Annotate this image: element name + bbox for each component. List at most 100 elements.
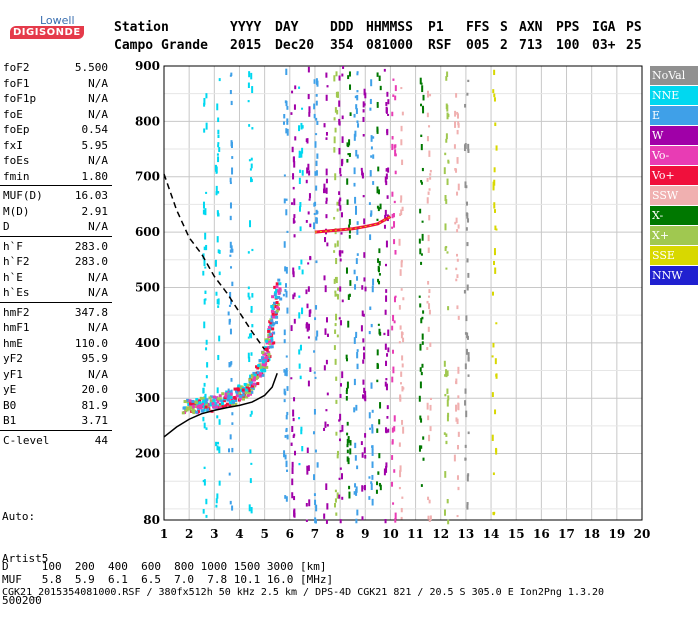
echo-dot xyxy=(324,237,327,243)
echo-dot xyxy=(216,493,219,499)
param-value: 44 xyxy=(94,433,108,447)
echo-dot xyxy=(454,221,457,225)
echo-dot xyxy=(299,169,302,173)
digisonde-logo: Lowell DIGISONDE xyxy=(0,8,84,42)
echo-dot xyxy=(361,285,364,290)
echo-dot xyxy=(324,328,327,335)
trace-dot xyxy=(272,331,276,335)
param-row-foes: foEs N/A xyxy=(0,153,112,169)
echo-dot xyxy=(285,427,288,432)
echo-dot xyxy=(286,118,289,125)
echo-dot xyxy=(443,167,446,175)
echo-dot xyxy=(283,339,286,344)
echo-dot xyxy=(401,159,404,166)
echo-dot xyxy=(347,153,350,156)
trace-dot xyxy=(232,400,236,404)
param-name: D xyxy=(3,220,10,233)
trace-dot xyxy=(196,410,200,414)
trace-dot xyxy=(246,383,250,387)
echo-dot xyxy=(284,369,287,376)
trace-dot xyxy=(263,363,267,367)
echo-dot xyxy=(363,277,366,282)
trace-dot xyxy=(276,302,280,306)
echo-dot xyxy=(298,206,301,212)
echo-dot xyxy=(298,363,301,369)
echo-dot xyxy=(383,224,386,229)
trace-high-line xyxy=(314,215,392,234)
legend-x: X+ xyxy=(650,226,698,245)
trace-dot xyxy=(267,351,271,355)
echo-dot xyxy=(493,248,496,255)
echo-dot xyxy=(428,188,431,191)
echo-dot xyxy=(354,95,357,99)
param-row-hmf2: hmF2 347.8 xyxy=(0,305,112,321)
echo-dot xyxy=(385,465,388,473)
echo-dot xyxy=(203,246,206,251)
echo-dot xyxy=(494,209,497,213)
trace-dot xyxy=(277,295,281,299)
echo-dot xyxy=(385,102,388,106)
echo-dot xyxy=(299,226,302,232)
echo-dot xyxy=(360,325,363,332)
trace-dot xyxy=(237,388,241,392)
echo-dot xyxy=(339,205,342,211)
x-tick-label-10: 10 xyxy=(382,527,399,541)
echo-dot xyxy=(309,223,312,228)
echo-dot xyxy=(316,120,319,125)
param-value: 0.54 xyxy=(81,123,109,136)
echo-dot xyxy=(393,426,396,432)
echo-dot xyxy=(298,312,301,319)
param-name: foF1 xyxy=(3,76,30,90)
echo-dot xyxy=(363,387,366,394)
echo-dot xyxy=(456,444,459,450)
echo-dot xyxy=(466,284,469,291)
trace-dot xyxy=(192,409,196,413)
echo-dot xyxy=(292,294,295,300)
echo-dot xyxy=(217,129,220,135)
echo-dot xyxy=(467,473,470,477)
echo-dot xyxy=(339,286,342,292)
echo-dot xyxy=(301,269,304,275)
echo-dot xyxy=(231,447,234,453)
echo-dot xyxy=(371,461,374,468)
param-value: 81.9 xyxy=(81,398,109,412)
echo-dot xyxy=(337,287,340,291)
echo-dot xyxy=(384,309,387,315)
header-label-9: PPS xyxy=(556,20,580,35)
echo-dot xyxy=(356,363,359,370)
echo-dot xyxy=(428,289,431,294)
echo-dot xyxy=(457,395,460,399)
echo-dot xyxy=(494,122,497,127)
echo-dot xyxy=(466,258,469,263)
echo-dot xyxy=(363,352,366,360)
echo-dot xyxy=(377,278,380,283)
echo-dot xyxy=(401,332,404,336)
trace-dot xyxy=(228,404,232,408)
echo-dot xyxy=(355,404,358,411)
echo-dot xyxy=(298,125,301,132)
echo-dot xyxy=(291,467,294,474)
echo-dot xyxy=(466,335,469,340)
echo-dot xyxy=(203,298,206,305)
echo-dot xyxy=(370,382,373,389)
echo-dot xyxy=(385,173,388,180)
echo-dot xyxy=(372,278,375,286)
trace-dot xyxy=(189,402,193,406)
echo-dot xyxy=(335,376,338,381)
echo-dot xyxy=(421,341,424,345)
x-tick-label-3: 3 xyxy=(210,527,218,541)
param-name: foE xyxy=(3,107,23,121)
echo-dot xyxy=(347,436,350,443)
x-tick-label-13: 13 xyxy=(458,527,475,541)
echo-dot xyxy=(333,117,336,121)
echo-dot xyxy=(230,245,233,252)
echo-dot xyxy=(391,226,394,229)
echo-dot xyxy=(217,142,220,145)
echo-dot xyxy=(251,127,254,130)
echo-dot xyxy=(391,455,394,460)
echo-dot xyxy=(364,395,367,402)
echo-dot xyxy=(202,201,205,209)
echo-dot xyxy=(349,280,352,286)
trace-dot xyxy=(198,401,202,405)
param-value: 1.80 xyxy=(81,169,109,183)
